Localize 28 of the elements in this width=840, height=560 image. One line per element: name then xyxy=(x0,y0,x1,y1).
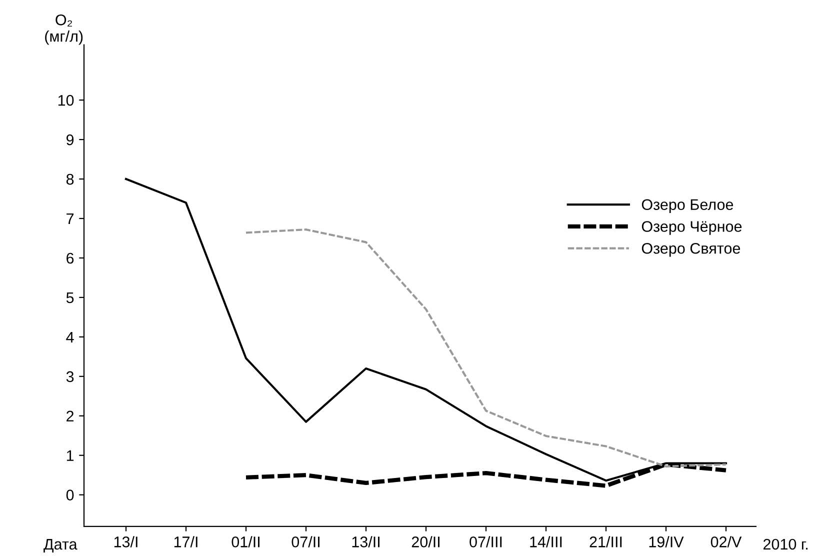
x-tick-label: 13/II xyxy=(352,536,380,548)
y-tick-label: 4 xyxy=(66,332,74,342)
y-tick-label: 9 xyxy=(66,134,74,146)
x-tick-label: 17/I xyxy=(174,536,198,548)
y-axis-title: O₂ (мг/л) xyxy=(45,14,83,45)
y-tick-label: 10 xyxy=(58,94,74,106)
y-tick-label: 1 xyxy=(66,450,74,461)
x-tick-label: 02/V xyxy=(710,536,742,548)
y-tick-label: 7 xyxy=(66,214,74,224)
text: 2010 г. xyxy=(763,538,808,550)
x-tick-label: 20/II xyxy=(412,536,440,548)
y-tick-label: 0 xyxy=(66,490,74,501)
x-tick-label: 19/IV xyxy=(649,536,684,548)
x-tick-label: 14/III xyxy=(530,536,562,548)
legend-label: Озеро Чёрное xyxy=(642,221,742,235)
x-tick-label: 07/III xyxy=(470,536,502,548)
x-tick-label: 13/I xyxy=(114,536,138,548)
y-tick-label: 6 xyxy=(66,252,74,264)
legend-label: Озеро Святое xyxy=(642,242,740,257)
y-tick-label: 3 xyxy=(66,371,74,382)
x-tick-label: 21/III xyxy=(590,536,622,548)
x-tick-label: 07/II xyxy=(292,536,320,548)
y-tick-label: 2 xyxy=(66,410,74,422)
y-tick-label: 8 xyxy=(66,174,74,185)
y-tick-label: 5 xyxy=(66,292,74,304)
x-axis-title: Дата xyxy=(44,539,78,553)
legend-label: Озеро Белое xyxy=(642,199,734,214)
x-tick-label: 01/II xyxy=(232,536,260,548)
